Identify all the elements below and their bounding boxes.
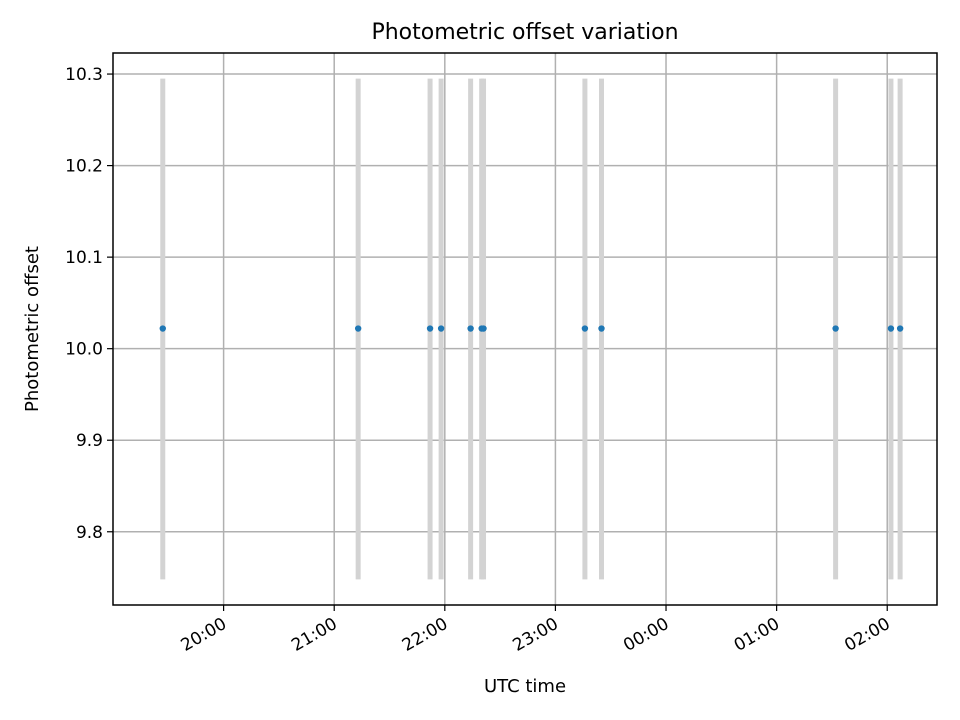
data-points [159, 325, 904, 332]
y-tick-label: 10.0 [65, 340, 103, 360]
y-tick-label: 10.2 [65, 157, 103, 177]
x-tick-label: 23:00 [509, 614, 561, 656]
data-point [354, 325, 362, 332]
y-tick-label: 9.8 [76, 523, 103, 543]
x-tick-label: 20:00 [178, 614, 230, 656]
data-point [437, 325, 445, 332]
data-point [887, 325, 895, 332]
data-point [581, 325, 589, 332]
data-point [426, 325, 434, 332]
error-bars [160, 78, 903, 580]
data-point [480, 325, 487, 332]
data-point [159, 325, 166, 332]
plot-frame [112, 52, 938, 606]
x-tick-label: 21:00 [288, 614, 340, 656]
grid [113, 53, 937, 605]
data-point [598, 325, 605, 332]
x-axis-label: UTC time [484, 676, 566, 697]
y-tick-label: 9.9 [76, 431, 103, 451]
y-tick-label: 10.1 [65, 248, 103, 268]
y-axis-label: Photometric offset [22, 246, 43, 412]
x-tick-label: 01:00 [731, 614, 783, 656]
y-tick-label: 10.3 [65, 65, 103, 85]
x-tick-label: 22:00 [399, 614, 451, 656]
data-point [832, 325, 839, 332]
chart-title: Photometric offset variation [371, 20, 678, 45]
data-point [896, 325, 904, 332]
x-tick-label: 00:00 [620, 614, 672, 656]
data-point [467, 325, 474, 332]
x-tick-label: 02:00 [841, 614, 893, 656]
